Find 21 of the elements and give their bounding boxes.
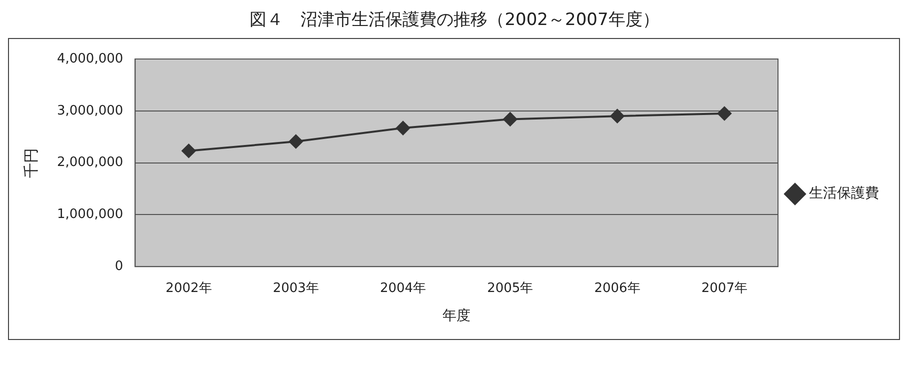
- y-axis-title: 千円: [22, 148, 40, 178]
- y-tick-label: 4,000,000: [56, 51, 124, 66]
- y-tick-label: 0: [114, 258, 124, 274]
- y-tick-label: 1,000,000: [56, 207, 124, 222]
- y-tick-label: 3,000,000: [56, 103, 124, 118]
- x-tick-label: 2002年: [166, 280, 212, 296]
- x-tick-label: 2006年: [594, 280, 640, 296]
- legend-label: 生活保護費: [809, 186, 879, 202]
- point: [610, 109, 624, 124]
- chart-title: 図４ 沼津市生活保護費の推移（2002～2007年度）: [248, 9, 660, 32]
- point: [503, 112, 518, 126]
- y-tick-label: 2,000,000: [56, 155, 124, 170]
- x-tick-label: 2007年: [701, 280, 748, 296]
- x-tick-label: 2003年: [272, 280, 319, 296]
- x-tick-label: 2004年: [380, 280, 426, 296]
- point: [182, 144, 196, 158]
- x-axis-title: 年度: [442, 308, 471, 324]
- point: [717, 106, 732, 120]
- x-tick-label: 2005年: [487, 280, 534, 296]
- point: [288, 134, 303, 149]
- point: [396, 121, 410, 136]
